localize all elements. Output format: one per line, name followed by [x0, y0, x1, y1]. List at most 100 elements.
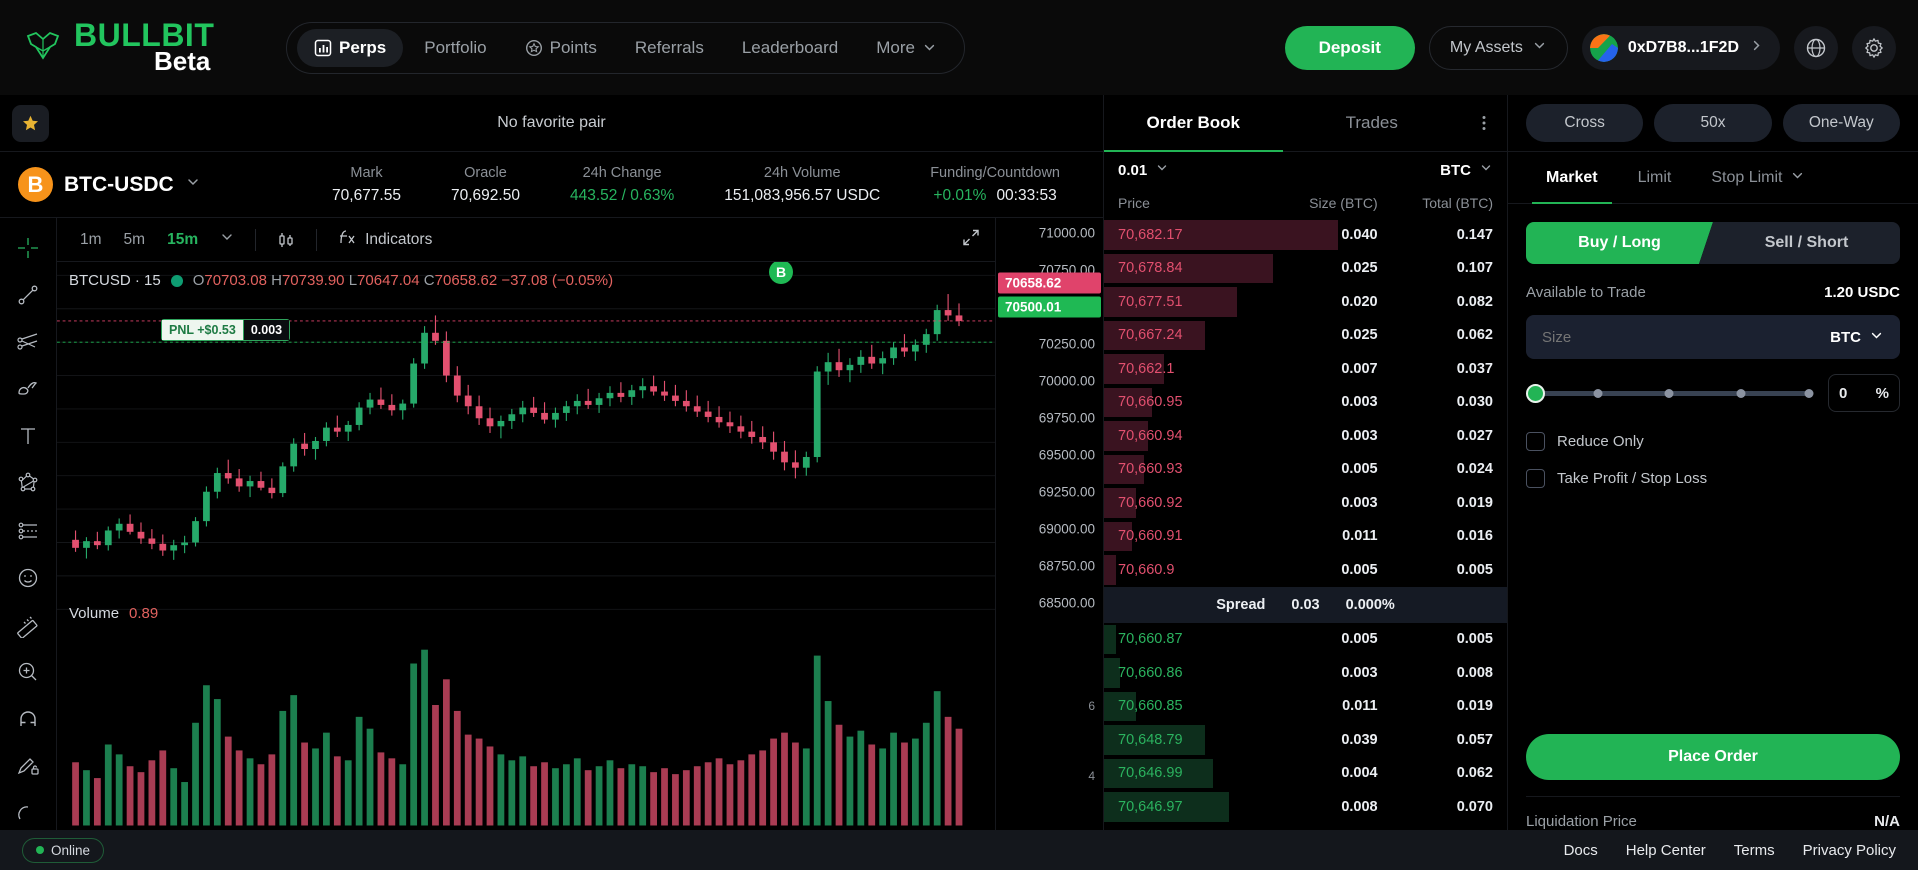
- order-total: 0.057: [1456, 731, 1493, 748]
- timeframe-1m[interactable]: 1m: [80, 230, 102, 248]
- order-book-row[interactable]: 70,660.9 0.005 0.005: [1104, 553, 1507, 587]
- zoom-in-icon[interactable]: [11, 655, 45, 688]
- kebab-menu-icon[interactable]: [1461, 95, 1507, 151]
- price-axis[interactable]: 71000.00 70750.00 70250.00 70000.00 69750.00…: [995, 218, 1103, 830]
- order-book-row[interactable]: 70,646.97 0.008 0.070: [1104, 790, 1507, 824]
- main-content: No favorite pair B BTC-USDC Mark 70,677.: [0, 95, 1918, 830]
- chart-canvas[interactable]: BTCUSD · 15 O70703.08 H70739.90 L70647.0…: [57, 262, 995, 830]
- slider-handle[interactable]: [1526, 383, 1545, 403]
- order-book-row[interactable]: 70,646.99 0.004 0.062: [1104, 757, 1507, 791]
- size-input-field[interactable]: BTC: [1526, 315, 1900, 359]
- order-book-row[interactable]: 70,660.92 0.003 0.019: [1104, 486, 1507, 520]
- size-input[interactable]: [1542, 328, 1831, 346]
- size-percent-slider-row: 0 %: [1526, 374, 1900, 412]
- order-book-row[interactable]: 70,660.95 0.003 0.030: [1104, 386, 1507, 420]
- reduce-only-checkbox[interactable]: [1526, 432, 1545, 451]
- tick-size-selector[interactable]: 0.01: [1118, 161, 1169, 179]
- position-mode-chip[interactable]: One-Way: [1782, 104, 1900, 142]
- buy-long-button[interactable]: Buy / Long: [1526, 222, 1713, 264]
- order-book-row[interactable]: 70,677.51 0.020 0.082: [1104, 285, 1507, 319]
- pattern-icon[interactable]: [11, 467, 45, 500]
- lock-draw-icon[interactable]: [11, 750, 45, 783]
- size-percent-slider[interactable]: [1526, 383, 1814, 403]
- brand-beta-tag: Beta: [154, 46, 211, 77]
- eraser-icon[interactable]: [11, 797, 45, 830]
- emoji-icon[interactable]: [11, 561, 45, 594]
- nav-item-referrals[interactable]: Referrals: [618, 29, 721, 67]
- magnet-icon[interactable]: [11, 703, 45, 736]
- sell-short-button[interactable]: Sell / Short: [1699, 222, 1900, 264]
- leverage-chip[interactable]: 50x: [1654, 104, 1772, 142]
- nav-item-leaderboard[interactable]: Leaderboard: [725, 29, 855, 67]
- footer-links: Docs Help Center Terms Privacy Policy: [1564, 842, 1896, 859]
- take-profit-stop-loss-row[interactable]: Take Profit / Stop Loss: [1526, 469, 1900, 488]
- price-tick-label: 68750.00: [1038, 558, 1095, 574]
- stat-value-change: 443.52 / 0.63%: [569, 186, 675, 204]
- place-order-button[interactable]: Place Order: [1526, 734, 1900, 780]
- star-icon[interactable]: [12, 104, 49, 142]
- nav-item-points[interactable]: Points: [508, 29, 614, 67]
- order-book-row[interactable]: 70,682.17 0.040 0.147: [1104, 218, 1507, 252]
- depth-bar: [1104, 658, 1121, 688]
- order-size: 0.005: [1341, 631, 1378, 648]
- unit-selector[interactable]: BTC: [1440, 161, 1493, 179]
- fullscreen-icon[interactable]: [961, 227, 981, 252]
- take-profit-stop-loss-checkbox[interactable]: [1526, 469, 1545, 488]
- order-book-row[interactable]: 70,660.86 0.003 0.008: [1104, 656, 1507, 690]
- market-pair-selector[interactable]: B BTC-USDC: [18, 167, 307, 202]
- tab-trades[interactable]: Trades: [1345, 113, 1398, 132]
- order-book-row[interactable]: 70,660.87 0.005 0.005: [1104, 623, 1507, 657]
- stat-oracle: Oracle 70,692.50: [426, 165, 545, 205]
- nav-item-portfolio[interactable]: Portfolio: [407, 29, 503, 67]
- nav-item-perps[interactable]: Perps: [297, 28, 404, 67]
- timeframe-15m[interactable]: 15m: [167, 230, 199, 248]
- timeframe-5m[interactable]: 5m: [123, 230, 146, 248]
- globe-icon[interactable]: [1794, 25, 1838, 70]
- pnl-badge[interactable]: PNL +$0.53 0.003: [161, 319, 291, 341]
- order-price: 70,660.91: [1118, 528, 1183, 545]
- brand-logo[interactable]: BULLBIT Beta: [22, 19, 272, 77]
- order-book-row[interactable]: 70,648.79 0.039 0.057: [1104, 723, 1507, 757]
- footer-link-terms[interactable]: Terms: [1733, 841, 1775, 859]
- size-unit-selector[interactable]: BTC: [1830, 328, 1884, 347]
- order-total: 0.024: [1456, 461, 1493, 478]
- order-book-row[interactable]: 70,662.1 0.007 0.037: [1104, 352, 1507, 386]
- timeframe-dropdown[interactable]: [211, 224, 243, 255]
- order-size: 0.039: [1341, 731, 1378, 748]
- order-book-row[interactable]: 70,678.84 0.025 0.107: [1104, 252, 1507, 286]
- nav-label-referrals: Referrals: [634, 37, 704, 57]
- crosshair-icon[interactable]: [11, 231, 45, 264]
- wallet-button[interactable]: 0xD7B8...1F2D: [1581, 25, 1780, 70]
- order-size: 0.025: [1341, 260, 1378, 277]
- fib-retracement-icon[interactable]: [11, 325, 45, 358]
- text-icon[interactable]: [11, 420, 45, 453]
- tab-limit[interactable]: Limit: [1637, 168, 1672, 186]
- deposit-button[interactable]: Deposit: [1284, 25, 1415, 70]
- stat-label-funding: Funding/Countdown: [930, 164, 1060, 181]
- footer-link-privacy-policy[interactable]: Privacy Policy: [1802, 841, 1896, 859]
- trendline-icon[interactable]: [11, 278, 45, 311]
- gear-icon[interactable]: [1852, 25, 1896, 70]
- footer-link-help-center[interactable]: Help Center: [1625, 841, 1706, 859]
- order-book-row[interactable]: 70,667.24 0.025 0.062: [1104, 319, 1507, 353]
- tab-stop-limit[interactable]: Stop Limit: [1691, 152, 1824, 203]
- tab-market[interactable]: Market: [1526, 152, 1618, 204]
- tab-order-book[interactable]: Order Book: [1104, 95, 1283, 152]
- candlestick-icon[interactable]: [268, 225, 304, 255]
- order-book-row[interactable]: 70,660.93 0.005 0.024: [1104, 453, 1507, 487]
- nav-item-more[interactable]: More: [859, 29, 954, 67]
- brush-icon[interactable]: [11, 372, 45, 405]
- forecast-icon[interactable]: [11, 514, 45, 547]
- order-book-row[interactable]: 70,660.91 0.011 0.016: [1104, 520, 1507, 554]
- order-book-row[interactable]: 70,660.85 0.011 0.019: [1104, 690, 1507, 724]
- margin-mode-chip[interactable]: Cross: [1526, 104, 1644, 142]
- slider-tick-25: [1593, 388, 1602, 398]
- footer-link-docs[interactable]: Docs: [1563, 841, 1598, 859]
- liquidation-price-row: Liquidation Price N/A: [1526, 796, 1900, 830]
- my-assets-dropdown[interactable]: My Assets: [1428, 25, 1568, 70]
- reduce-only-row[interactable]: Reduce Only: [1526, 432, 1900, 451]
- measure-icon[interactable]: [11, 608, 45, 641]
- indicators-button[interactable]: Indicators: [329, 222, 440, 257]
- percent-input-box[interactable]: 0 %: [1828, 374, 1900, 412]
- order-book-row[interactable]: 70,660.94 0.003 0.027: [1104, 419, 1507, 453]
